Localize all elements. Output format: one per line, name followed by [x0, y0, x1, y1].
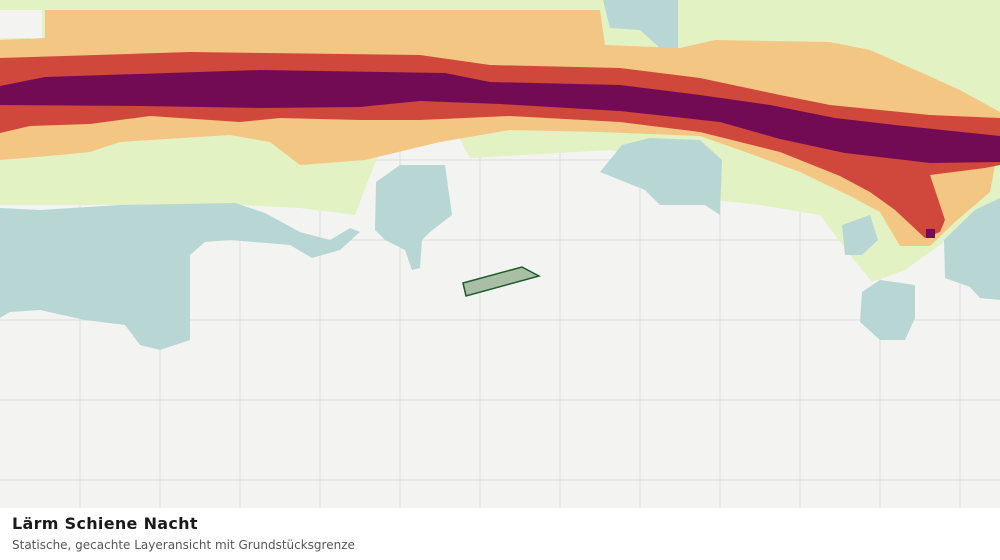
noise-zone-teal: [860, 280, 915, 340]
noise-zone-teal: [375, 165, 452, 270]
noise-zone-very-high: [0, 70, 1000, 163]
noise-zone-teal: [600, 138, 722, 215]
noise-cell: [926, 229, 935, 238]
noise-zone-teal: [0, 203, 360, 350]
map-subtitle: Statische, gecachte Layeransicht mit Gru…: [12, 538, 355, 552]
parcel-boundary: [462, 266, 542, 297]
noise-zone-teal: [944, 198, 1000, 300]
noise-zone-teal: [603, 0, 678, 58]
map-title: Lärm Schiene Nacht: [12, 514, 198, 533]
caption: Lärm Schiene Nacht Statische, gecachte L…: [12, 508, 992, 552]
noise-zone-teal: [842, 215, 878, 255]
map: [0, 0, 1000, 508]
